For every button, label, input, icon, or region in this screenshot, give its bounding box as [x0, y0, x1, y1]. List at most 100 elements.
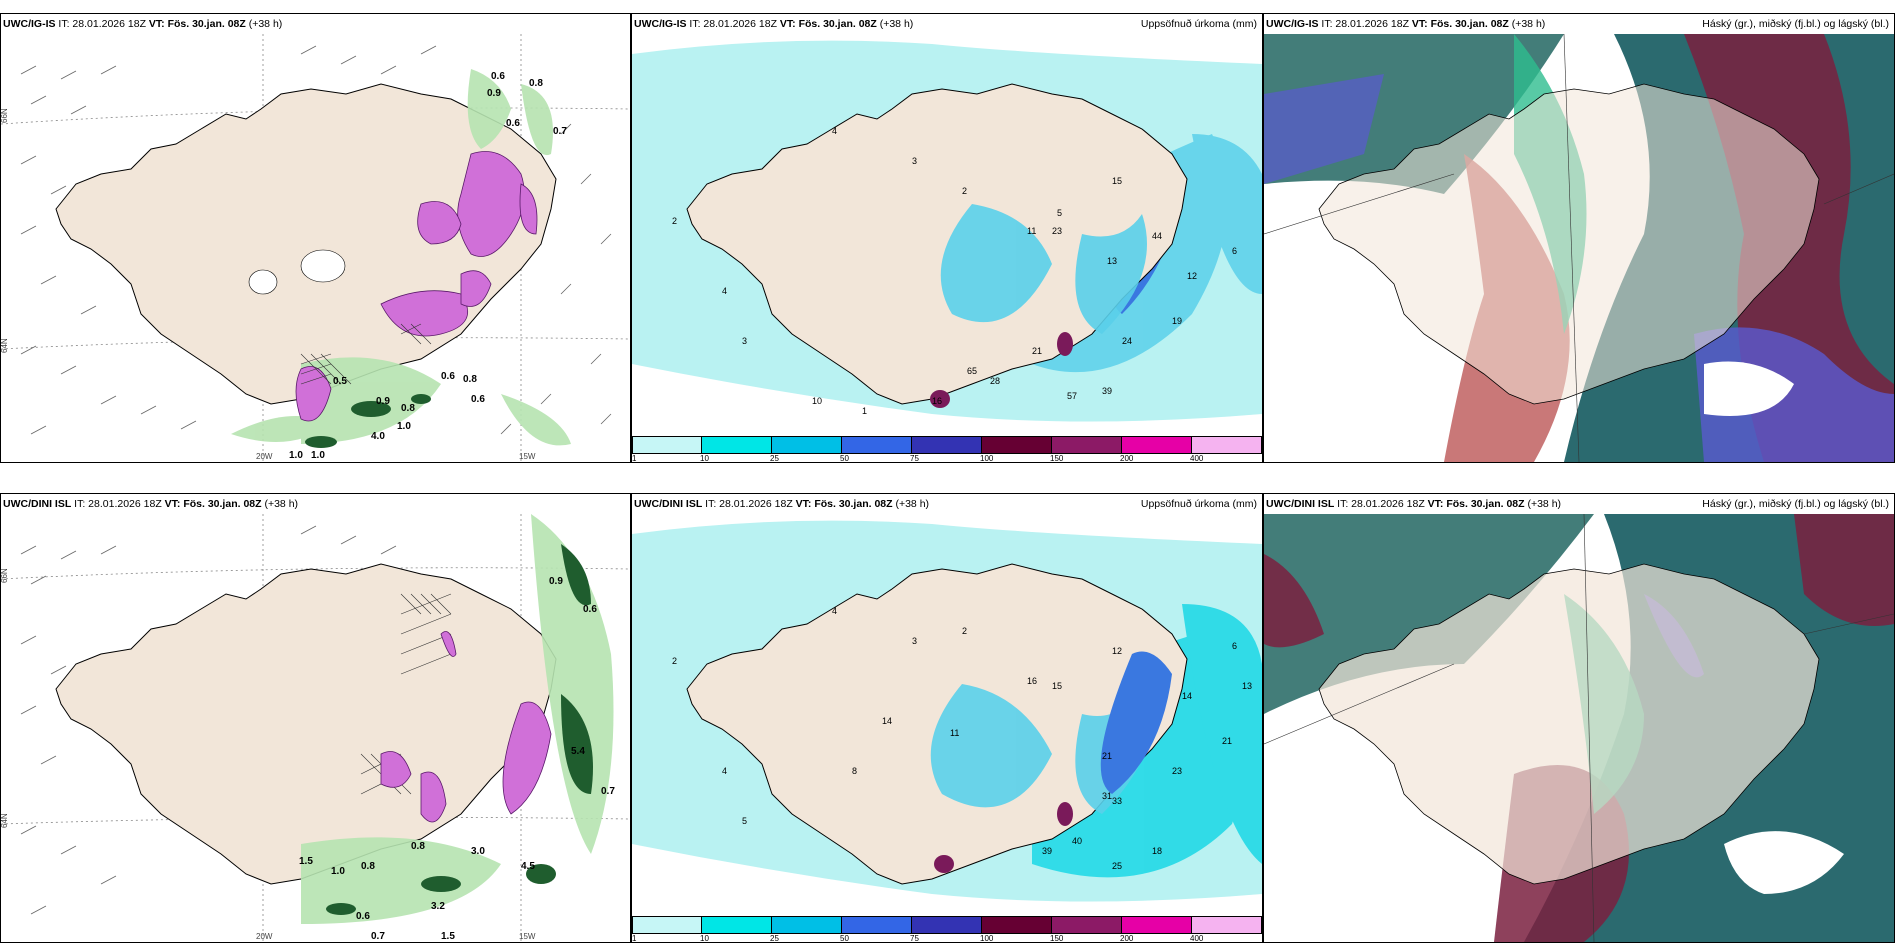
- init-time: IT: 28.01.2026 18Z: [1337, 498, 1425, 510]
- cbar-tick-25: 25: [770, 454, 779, 463]
- svg-text:65: 65: [967, 366, 977, 376]
- valid-time: VT: Fös. 30.jan. 08Z: [164, 498, 262, 510]
- panel-header: UWC/IG-IS IT: 28.01.2026 18Z VT: Fös. 30…: [1264, 14, 1894, 34]
- svg-text:33: 33: [1112, 796, 1122, 806]
- svg-text:1: 1: [862, 406, 867, 416]
- field-title: Uppsöfnuð úrkoma (mm): [1140, 18, 1257, 30]
- panel-header: UWC/IG-IS IT: 28.01.2026 18Z VT: Fös. 30…: [632, 14, 1262, 34]
- cbar-tick-50: 50: [840, 934, 849, 943]
- map-clouds: [1264, 34, 1894, 462]
- precip-colorbar: 1 10 25 50 75 100 150 200 400: [632, 916, 1262, 942]
- svg-text:21: 21: [1032, 346, 1042, 356]
- valid-time: VT: Fös. 30.jan. 08Z: [1427, 498, 1525, 510]
- svg-text:1.5: 1.5: [299, 856, 313, 867]
- field-title: Háský (gr.), miðský (fj.bl.) og lágský (…: [1702, 498, 1889, 510]
- cbar-tick-200: 200: [1120, 454, 1134, 463]
- svg-text:15: 15: [1052, 681, 1062, 691]
- valid-time: VT: Fös. 30.jan. 08Z: [148, 18, 246, 30]
- svg-text:2: 2: [672, 216, 677, 226]
- svg-text:12: 12: [1112, 646, 1122, 656]
- svg-text:0.9: 0.9: [376, 396, 390, 407]
- lat-66-label: 66N: [1, 568, 9, 583]
- svg-text:40: 40: [1072, 836, 1082, 846]
- cbar-tick-10: 10: [700, 934, 709, 943]
- svg-text:0.8: 0.8: [463, 374, 477, 385]
- model-name: UWC/DINI ISL: [1266, 498, 1335, 510]
- model-name: UWC/IG-IS: [634, 18, 687, 30]
- svg-text:0.7: 0.7: [371, 931, 385, 942]
- svg-text:4.0: 4.0: [371, 431, 385, 442]
- svg-text:4: 4: [722, 766, 727, 776]
- model-name: UWC/DINI ISL: [3, 498, 72, 510]
- valid-time: VT: Fös. 30.jan. 08Z: [795, 498, 893, 510]
- svg-text:24: 24: [1122, 336, 1132, 346]
- lead-time: (+38 h): [895, 498, 930, 510]
- svg-text:21: 21: [1222, 736, 1232, 746]
- svg-text:3: 3: [742, 336, 747, 346]
- svg-text:0.8: 0.8: [401, 403, 415, 414]
- svg-text:1.5: 1.5: [441, 931, 455, 942]
- cbar-tick-1: 1: [632, 934, 637, 943]
- cbar-tick-200: 200: [1120, 934, 1134, 943]
- map-wind-snow: 0.90.60.7 1.51.0 0.8 0.80.60.7 1.53.04.5 …: [1, 514, 630, 942]
- valid-time: VT: Fös. 30.jan. 08Z: [1411, 18, 1509, 30]
- cbar-tick-150: 150: [1050, 454, 1064, 463]
- cbar-tick-100: 100: [980, 934, 994, 943]
- init-time: IT: 28.01.2026 18Z: [689, 18, 777, 30]
- svg-text:0.5: 0.5: [333, 376, 347, 387]
- svg-text:39: 39: [1042, 846, 1052, 856]
- svg-text:1.0: 1.0: [331, 866, 345, 877]
- svg-text:0.8: 0.8: [361, 861, 375, 872]
- svg-text:4: 4: [832, 606, 837, 616]
- svg-text:3: 3: [912, 636, 917, 646]
- init-time: IT: 28.01.2026 18Z: [74, 498, 162, 510]
- svg-text:0.8: 0.8: [529, 78, 543, 89]
- init-time: IT: 28.01.2026 18Z: [705, 498, 793, 510]
- lat-64-label: 64N: [1, 813, 9, 828]
- cbar-tick-400: 400: [1190, 934, 1204, 943]
- svg-text:6: 6: [1232, 246, 1237, 256]
- svg-text:4: 4: [832, 126, 837, 136]
- panel-top-clouds: UWC/IG-IS IT: 28.01.2026 18Z VT: Fös. 30…: [1263, 13, 1895, 463]
- svg-text:2: 2: [672, 656, 677, 666]
- init-time: IT: 28.01.2026 18Z: [1321, 18, 1409, 30]
- svg-text:4: 4: [722, 286, 727, 296]
- lat-66-label: 66N: [1, 108, 9, 123]
- lon-20-label: 20W: [256, 452, 273, 461]
- svg-text:11: 11: [950, 728, 959, 738]
- map-wind-snow: 0.6 0.8 0.9 0.6 0.7 0.6 0.8 0.5 0.9 0.8 0.6 4.…: [1, 34, 630, 462]
- svg-text:44: 44: [1152, 231, 1162, 241]
- svg-text:28: 28: [990, 376, 1000, 386]
- svg-text:0.7: 0.7: [601, 786, 615, 797]
- valid-time: VT: Fös. 30.jan. 08Z: [779, 18, 877, 30]
- cbar-tick-75: 75: [910, 454, 919, 463]
- model-name: UWC/DINI ISL: [634, 498, 703, 510]
- lead-time: (+38 h): [879, 18, 914, 30]
- svg-text:0.6: 0.6: [356, 911, 370, 922]
- svg-text:1.0: 1.0: [289, 450, 303, 461]
- cbar-tick-50: 50: [840, 454, 849, 463]
- lead-time: (+38 h): [264, 498, 299, 510]
- svg-text:3: 3: [912, 156, 917, 166]
- model-name: UWC/IG-IS: [1266, 18, 1319, 30]
- svg-text:23: 23: [1052, 226, 1062, 236]
- panel-top-wind-snow: UWC/IG-IS IT: 28.01.2026 18Z VT: Fös. 30…: [0, 13, 631, 463]
- panel-header: UWC/DINI ISL IT: 28.01.2026 18Z VT: Fös.…: [1264, 494, 1894, 514]
- lon-15-label: 15W: [519, 932, 536, 941]
- cbar-tick-25: 25: [770, 934, 779, 943]
- svg-text:0.7: 0.7: [553, 126, 567, 137]
- lat-64-label: 64N: [1, 338, 9, 353]
- svg-text:8: 8: [852, 766, 857, 776]
- svg-text:1.0: 1.0: [397, 421, 411, 432]
- svg-text:0.6: 0.6: [441, 371, 455, 382]
- cbar-tick-400: 400: [1190, 454, 1204, 463]
- svg-text:5: 5: [1057, 208, 1062, 218]
- svg-text:16: 16: [1027, 676, 1037, 686]
- field-title: Háský (gr.), miðský (fj.bl.) og lágský (…: [1702, 18, 1889, 30]
- svg-text:5: 5: [742, 816, 747, 826]
- panel-bottom-precip: UWC/DINI ISL IT: 28.01.2026 18Z VT: Fös.…: [631, 493, 1263, 943]
- lon-20-label: 20W: [256, 932, 273, 941]
- svg-text:2: 2: [962, 626, 967, 636]
- svg-text:16: 16: [932, 396, 942, 406]
